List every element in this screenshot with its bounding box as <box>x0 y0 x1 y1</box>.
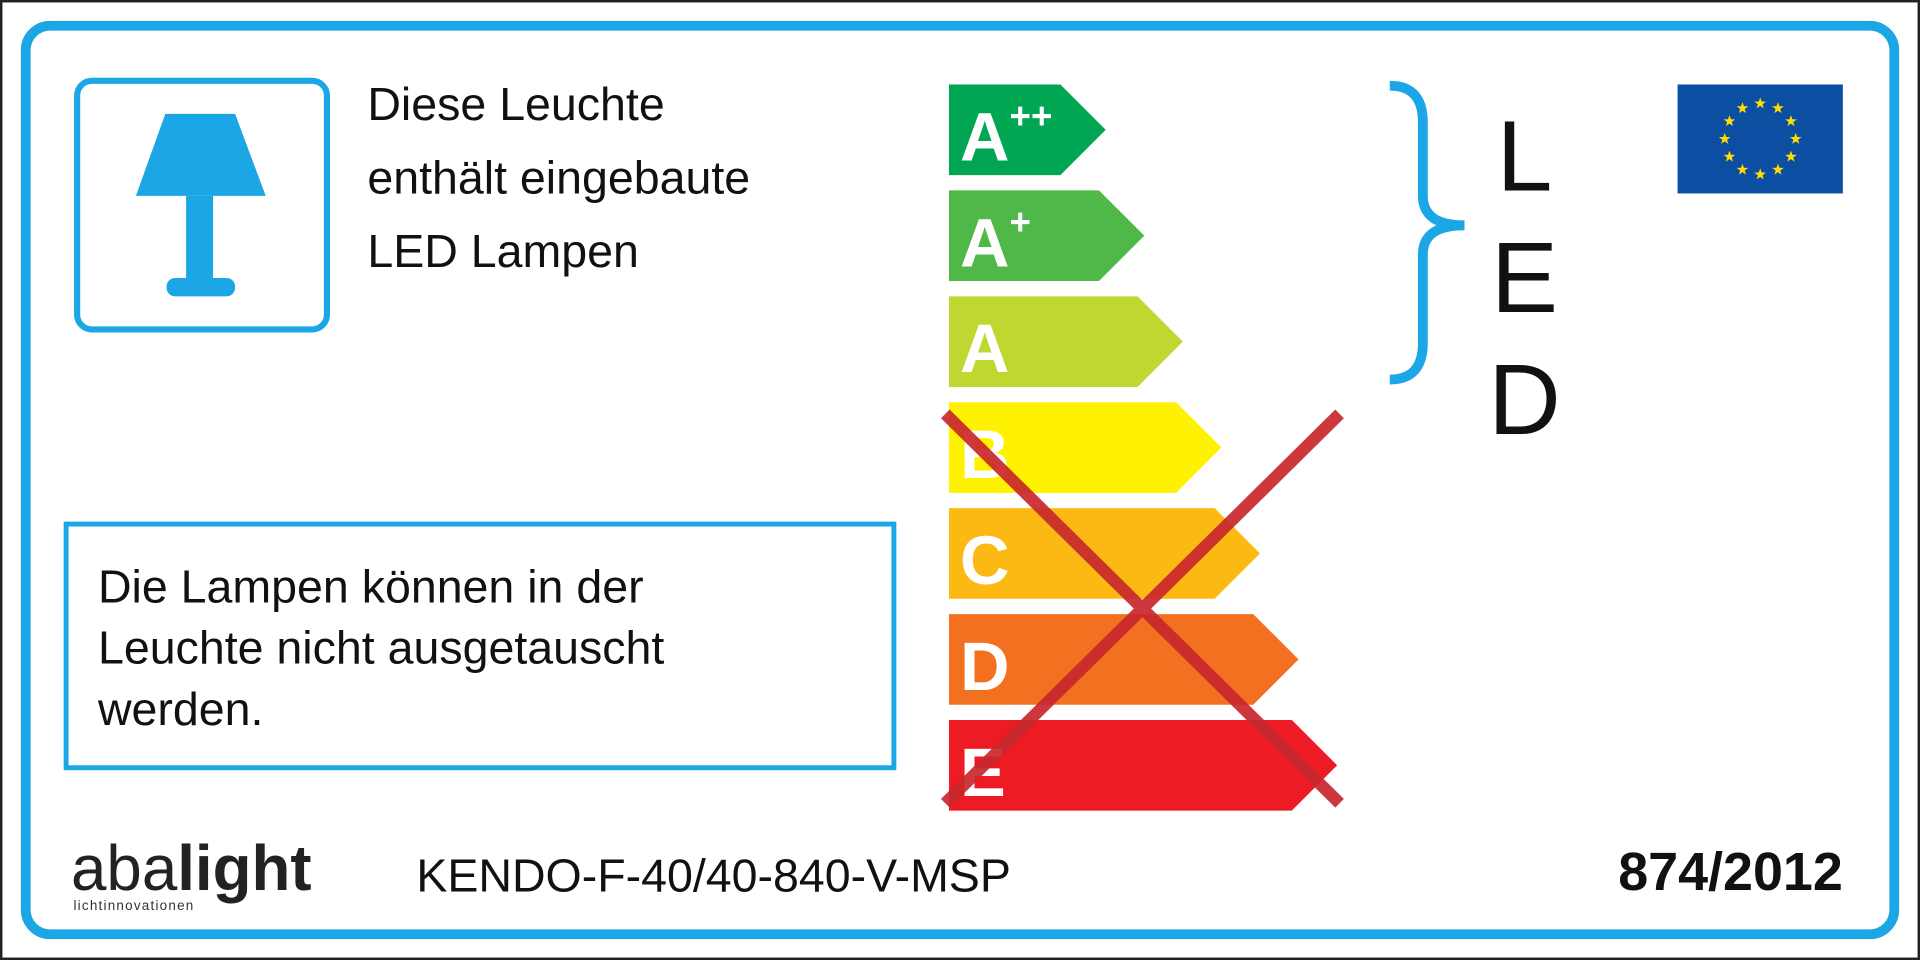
header-text: Diese Leuchte enthält eingebaute LED Lampe… <box>367 78 750 277</box>
eu-star <box>1789 132 1802 144</box>
class-arrow <box>948 84 1106 176</box>
notice-line: Die Lampen können in der <box>98 560 644 612</box>
class-arrow <box>948 402 1222 493</box>
eu-star <box>1754 97 1767 109</box>
eu-star <box>1785 150 1797 162</box>
class-letter: A <box>960 204 1010 281</box>
class-sup: + <box>1010 201 1031 242</box>
model: KENDO-F-40/40-840-V-MSP <box>416 849 1011 901</box>
header-line: LED Lampen <box>367 225 639 277</box>
lamp-type: LED <box>1468 100 1580 465</box>
header-line: enthält eingebaute <box>367 151 750 203</box>
brace <box>1389 80 1465 385</box>
eu-star <box>1736 163 1749 175</box>
class-label: A <box>960 310 1010 387</box>
brand-tagline: lichtinnovationen <box>73 898 194 913</box>
notice-line: Leuchte nicht ausgetauscht <box>98 622 664 674</box>
eu-star <box>1723 150 1736 162</box>
class-sup: ++ <box>1010 96 1053 137</box>
cross <box>941 409 1344 808</box>
notice-text: Die Lampen können in der Leuchte nicht au… <box>97 560 664 734</box>
class-arrow <box>948 720 1338 811</box>
class-letter: C <box>960 522 1010 599</box>
regulation: 874/2012 <box>1618 842 1843 902</box>
class-letter: D <box>960 628 1010 705</box>
class-label: A++ <box>960 96 1052 176</box>
eu-stars <box>1718 97 1802 180</box>
brand: abalight <box>71 833 312 904</box>
class-scale: A++A+ABCDE <box>948 84 1338 811</box>
eu-star <box>1736 102 1749 114</box>
lamp-icon <box>135 113 266 297</box>
brand-name: light <box>177 833 311 904</box>
eu-star <box>1754 168 1767 180</box>
notice-line: werden. <box>97 683 263 735</box>
header-line: Diese Leuchte <box>367 78 664 130</box>
class-arrow <box>948 190 1145 282</box>
class-arrow <box>948 296 1183 387</box>
lamp-box <box>74 77 330 333</box>
eu-star <box>1785 115 1797 127</box>
class-label: C <box>960 522 1010 599</box>
class-letter: A <box>960 310 1010 387</box>
frame <box>20 20 1900 940</box>
eu-star <box>1772 163 1784 175</box>
class-label: D <box>960 628 1010 705</box>
notice-box <box>63 521 897 771</box>
eu-star <box>1723 115 1736 127</box>
brand-prefix: aba <box>71 833 178 904</box>
eu-star <box>1718 132 1731 144</box>
class-label: A+ <box>960 201 1031 281</box>
class-letter: A <box>960 98 1010 175</box>
eu-star <box>1772 102 1784 114</box>
